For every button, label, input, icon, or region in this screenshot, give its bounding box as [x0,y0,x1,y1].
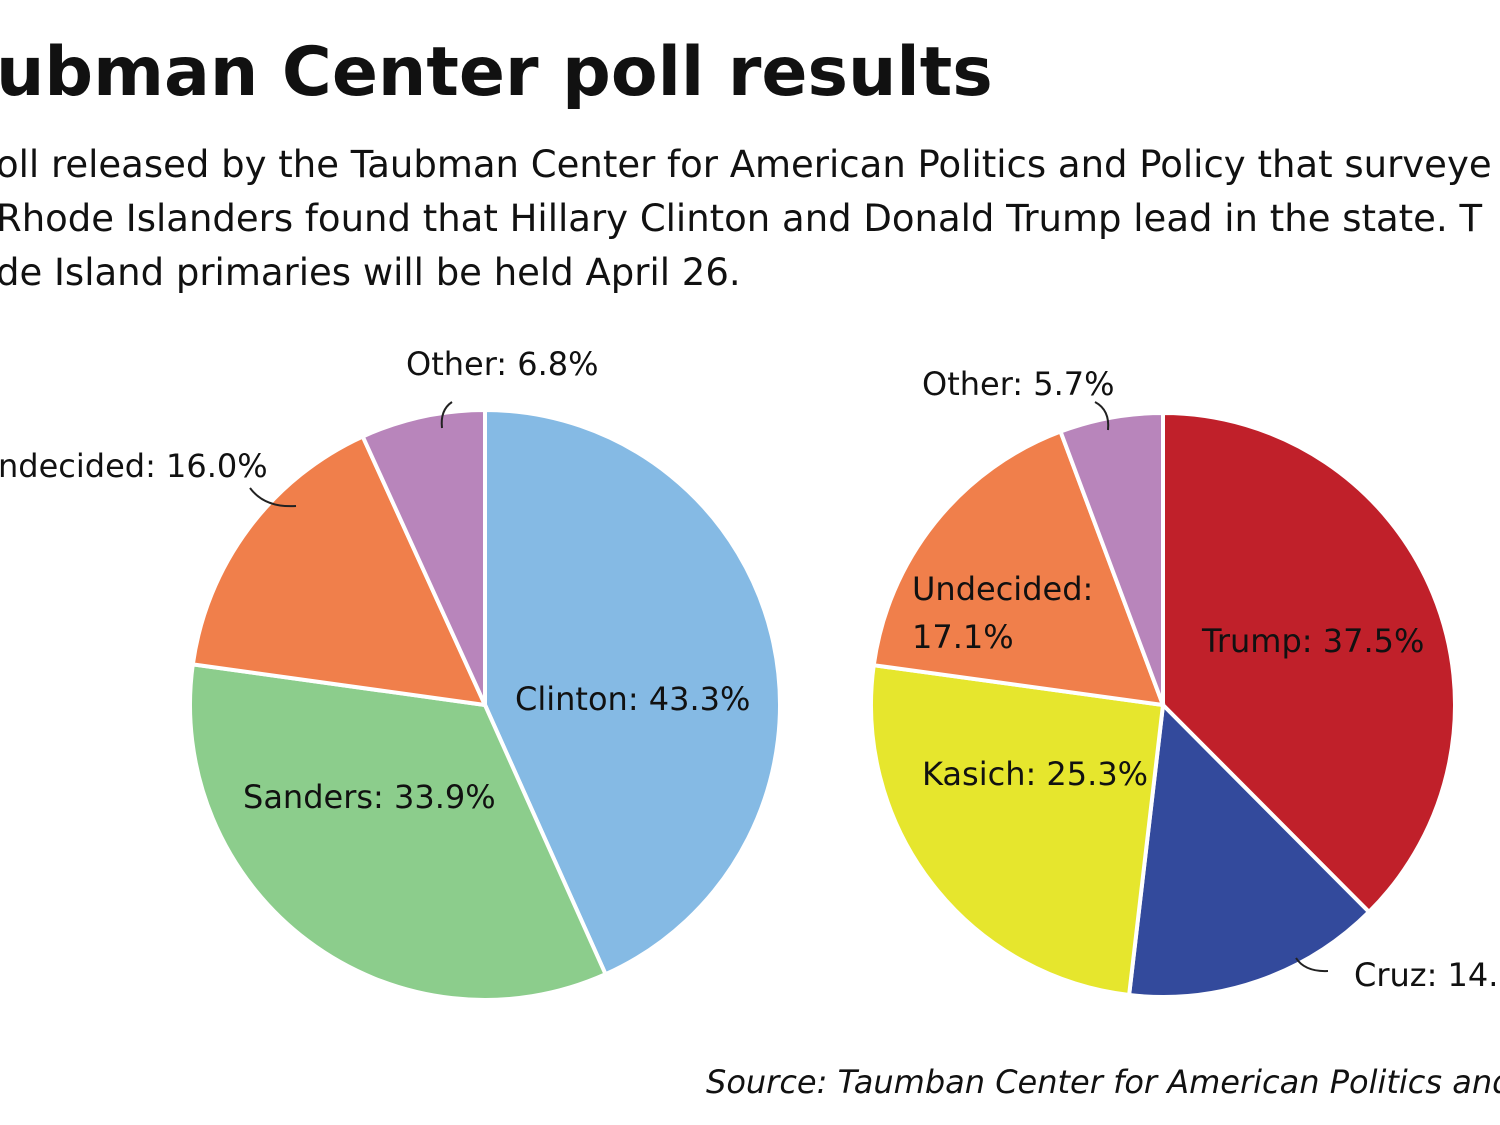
slice-label: Sanders: 33.9% [243,778,496,816]
subtitle-line: oll released by the Taubman Center for A… [0,143,1492,186]
pie-slice [1057,410,1165,706]
slice-label: Cruz: 14.3 [1354,956,1500,994]
leader-line [1295,957,1329,973]
slice-label: Kasich: 25.3% [922,755,1148,793]
leader-line [249,487,297,508]
leader-line [1094,401,1110,431]
subtitle-line: de Island primaries will be held April 2… [0,251,741,294]
pie-slice [188,662,609,1002]
leader-line [440,401,453,429]
pie-slice [1161,410,1457,915]
slice-label: Undecided: [912,570,1093,608]
pie-slice [360,407,487,706]
subtitle-line: Rhode Islanders found that Hillary Clint… [0,197,1482,240]
pie-slice [483,407,782,977]
pie-slice [190,433,489,708]
pie-slice [871,428,1167,708]
slice-label: ndecided: 16.0% [0,447,268,485]
slice-label: 17.1% [912,618,1014,656]
pie-slice [1126,700,1372,999]
slice-label: Trump: 37.5% [1201,622,1424,660]
chart-title: ubman Center poll results [0,33,993,112]
slice-label: Other: 6.8% [406,345,599,383]
source: Source: Taumban Center for American Poli… [706,1063,1500,1101]
pie-slice [869,662,1166,998]
slice-label: Clinton: 43.3% [515,680,750,718]
slice-label: Other: 5.7% [922,365,1115,403]
